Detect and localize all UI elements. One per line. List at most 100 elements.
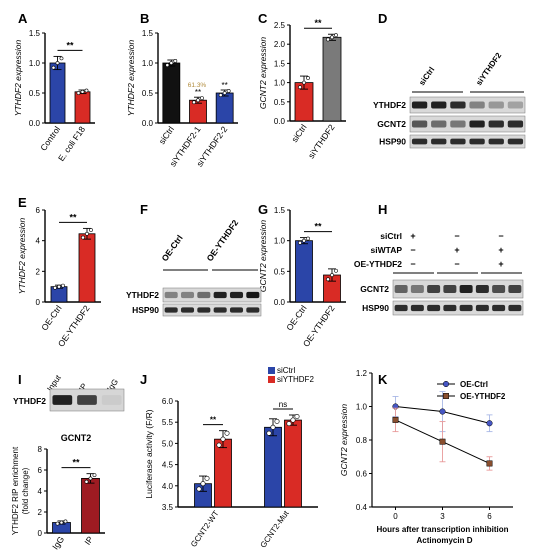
data-point (51, 65, 56, 70)
data-point (173, 59, 178, 63)
panel-letter: C (258, 11, 268, 26)
condition-mark: + (498, 259, 503, 269)
y-axis-label: GCNT2 expression (258, 37, 268, 110)
data-point (85, 231, 89, 236)
blot-band (488, 120, 504, 128)
blot-row-label: YTHDF2 (373, 100, 406, 110)
y-tick-label: 0 (38, 529, 43, 538)
y-tick-label: 0.5 (274, 98, 286, 107)
y-tick-label: 6.0 (162, 397, 174, 406)
blot-strip (162, 287, 262, 303)
blot-band (394, 304, 408, 312)
blot-row-label: HSP90 (362, 303, 389, 313)
blot-band (431, 101, 447, 109)
data-point (59, 56, 64, 61)
x-tick-label: GCNT2-WT (189, 509, 221, 549)
x-tick-label: 3 (440, 512, 445, 521)
blot-band (213, 307, 227, 313)
blot-band (459, 285, 473, 293)
data-point (330, 35, 334, 40)
blot-band (164, 307, 178, 313)
data-point (274, 418, 280, 424)
data-point (224, 430, 230, 436)
y-tick-label: 4 (38, 487, 43, 496)
y-tick-label: 2.0 (274, 40, 286, 49)
legend-marker (443, 393, 449, 399)
bar (264, 426, 282, 508)
data-point (226, 89, 231, 93)
blot-row-label: HSP90 (379, 137, 406, 147)
significance-label: ** (66, 40, 74, 50)
significance-label: ** (222, 81, 228, 90)
panel-d-blot: siCtrl siYTHDF2 YTHDF2 GCNT2 HSP90 (373, 51, 526, 149)
y-tick-label: 0 (36, 298, 41, 307)
blot-band (52, 395, 73, 405)
condition-mark: − (410, 245, 415, 255)
blot-band (469, 138, 485, 145)
condition-label: siWTAP (371, 245, 403, 255)
y-tick-label: 2.5 (274, 21, 286, 30)
blot-band (488, 101, 504, 109)
bar (49, 62, 66, 124)
y-tick-label: 1.5 (274, 59, 286, 68)
y-tick-label: 1.0 (356, 403, 368, 412)
panel-j-chart: 3.5 4.0 4.5 5.0 5.5 6.0 Luciferase activity (F… (144, 366, 318, 549)
bar (162, 62, 181, 124)
blot-band (450, 120, 466, 128)
lane-label: siYTHDF2 (474, 51, 503, 88)
data-point (81, 235, 85, 240)
chart-title: GCNT2 (61, 433, 92, 443)
y-tick-label: 2 (38, 508, 43, 517)
data-point (165, 63, 170, 68)
data-point (200, 481, 206, 487)
blot-band (492, 285, 506, 293)
bar (215, 92, 234, 124)
significance-label: ** (72, 458, 80, 468)
blot-band (410, 285, 424, 293)
blot-band (77, 395, 97, 405)
condition-mark: + (498, 245, 503, 255)
blot-band (469, 101, 485, 109)
data-point (59, 520, 64, 525)
data-point (439, 408, 446, 415)
x-axis-sublabel: Actinomycin D (416, 536, 472, 545)
blot-band (492, 304, 506, 312)
data-point (326, 37, 330, 42)
condition-mark: − (454, 231, 459, 241)
blot-row-label: YTHDF2 (13, 396, 46, 406)
blot-band (443, 285, 457, 293)
blot-strip (392, 300, 524, 316)
data-point (298, 240, 302, 245)
panel-letter: D (378, 11, 387, 26)
data-point (63, 519, 68, 524)
y-axis-label: YTHDF2 expression (13, 39, 23, 116)
y-tick-label: 1.0 (29, 59, 41, 68)
y-tick-label: 1.0 (142, 59, 154, 68)
y-tick-label: 1.2 (356, 369, 368, 378)
blot-band (459, 304, 473, 312)
x-tick-label: siCtrl (289, 122, 308, 144)
y-tick-label: 1.5 (274, 206, 286, 215)
blot-band (394, 285, 408, 293)
y-axis-label-line: YTHDF2 RIP enrichment (11, 446, 20, 535)
y-tick-label: 0.4 (356, 503, 368, 512)
bar (284, 419, 302, 508)
y-tick-label: 0.0 (274, 117, 286, 126)
y-tick-label: 1.5 (142, 29, 154, 38)
blot-band (197, 291, 211, 299)
data-point (89, 228, 93, 232)
blot-band (427, 304, 441, 312)
blot-band (443, 304, 457, 312)
significance-label: ** (210, 416, 217, 425)
blot-row-label: GCNT2 (377, 119, 406, 129)
y-tick-label: 0.5 (29, 89, 41, 98)
data-point (286, 421, 292, 427)
panel-k-chart: 0.4 0.6 0.8 1.0 1.2 0 3 6 GCNT2 expression Hours … (339, 369, 513, 545)
data-point (486, 460, 493, 467)
data-point (306, 236, 310, 241)
x-tick-label: siYTHDF2 (306, 122, 337, 160)
blot-band (229, 307, 244, 313)
